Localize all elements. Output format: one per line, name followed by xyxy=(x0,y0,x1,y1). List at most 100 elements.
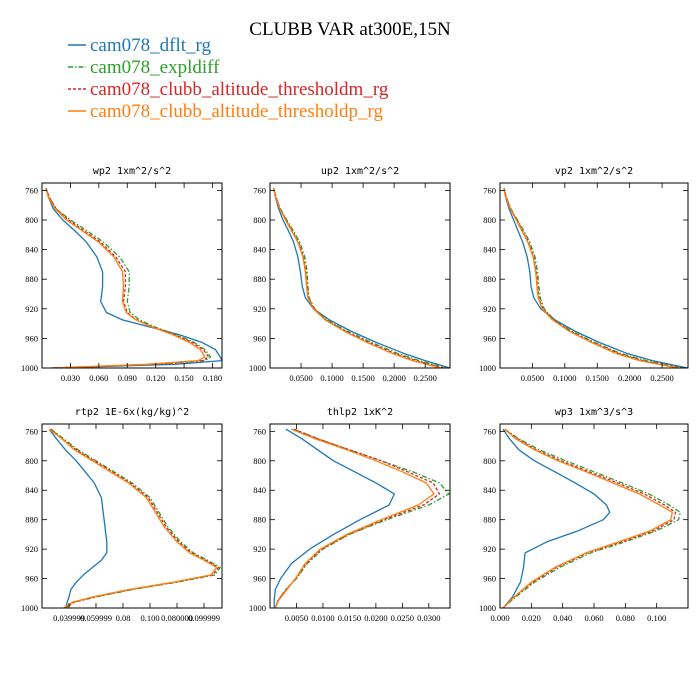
x-tick-label: 0.040 xyxy=(553,613,572,623)
chart-panel: up2 1xm^2/s^2 760 800 840 880 920 960 1000 0.050… xyxy=(249,166,451,383)
panel-title: rtp2 1E-6x(kg/kg)^2 xyxy=(75,407,189,418)
series-line xyxy=(273,188,441,368)
chart-panel: wp2 1xm^2/s^2 760 800 840 880 920 960 1000 0.030… xyxy=(21,166,223,383)
panels: wp2 1xm^2/s^2 760 800 840 880 920 960 1000 0.030… xyxy=(21,166,689,623)
y-tick-label: 760 xyxy=(253,426,266,436)
y-tick-label: 920 xyxy=(25,544,38,554)
panel-title: wp3 1xm^3/s^3 xyxy=(555,407,633,418)
y-tick-label: 760 xyxy=(483,185,496,195)
x-tick-label: 0.150 xyxy=(175,373,194,383)
x-tick-label: 0.1000 xyxy=(320,373,343,383)
panel-title: vp2 1xm^2/s^2 xyxy=(555,166,633,177)
y-tick-label: 840 xyxy=(25,485,38,495)
y-tick-label: 880 xyxy=(253,274,266,284)
panel-title: up2 1xm^2/s^2 xyxy=(321,166,399,177)
series-line xyxy=(273,428,396,608)
series-line xyxy=(50,428,220,608)
y-tick-label: 760 xyxy=(253,185,266,195)
y-tick-label: 1000 xyxy=(249,603,266,613)
chart-panel: vp2 1xm^2/s^2 760 800 840 880 920 960 1000 0.050… xyxy=(479,166,689,383)
x-tick-label: 0.000 xyxy=(490,613,509,623)
series-line xyxy=(502,428,677,608)
y-tick-label: 920 xyxy=(253,304,266,314)
x-tick-label: 0.080 xyxy=(616,613,635,623)
x-tick-label: 0.0200 xyxy=(364,613,387,623)
plot-frame xyxy=(499,423,689,609)
x-tick-label: 0.0500 xyxy=(289,373,312,383)
x-tick-label: 0.090 xyxy=(118,373,137,383)
panel-title: thlp2 1xK^2 xyxy=(327,407,393,418)
x-tick-label: 0.059999 xyxy=(80,613,112,623)
y-tick-label: 800 xyxy=(483,215,496,225)
legend: cam078_dflt_rgcam078_expldiffcam078_club… xyxy=(68,35,389,122)
series-line xyxy=(48,428,108,608)
y-tick-label: 840 xyxy=(253,245,266,255)
x-tick-label: 0.039999 xyxy=(53,613,85,623)
legend-label: cam078_clubb_altitude_thresholdp_rg xyxy=(90,101,384,122)
series-line xyxy=(503,188,685,368)
y-tick-label: 880 xyxy=(25,515,38,525)
x-tick-label: 0.020 xyxy=(522,613,541,623)
series-line xyxy=(503,188,679,368)
y-tick-label: 920 xyxy=(253,544,266,554)
series-line xyxy=(274,428,441,608)
y-tick-label: 760 xyxy=(25,426,38,436)
y-tick-label: 1000 xyxy=(479,603,496,613)
figure-title: CLUBB VAR at300E,15N xyxy=(249,19,451,40)
y-tick-label: 880 xyxy=(25,274,38,284)
series-line xyxy=(45,188,222,368)
series-line xyxy=(45,187,212,368)
x-tick-label: 0.0100 xyxy=(311,613,334,623)
y-tick-label: 840 xyxy=(483,245,496,255)
series-line xyxy=(273,188,450,368)
y-tick-label: 960 xyxy=(25,333,38,343)
y-tick-label: 920 xyxy=(25,304,38,314)
plot-frame xyxy=(499,182,689,369)
y-tick-label: 920 xyxy=(483,544,496,554)
x-tick-label: 0.1500 xyxy=(351,373,374,383)
x-tick-label: 0.0500 xyxy=(521,373,544,383)
y-tick-label: 960 xyxy=(483,333,496,343)
y-tick-label: 1000 xyxy=(479,363,496,373)
x-tick-label: 0.080000 xyxy=(161,613,193,623)
x-tick-label: 0.2500 xyxy=(650,373,673,383)
x-tick-label: 0.030 xyxy=(61,373,80,383)
x-tick-label: 0.08 xyxy=(116,613,131,623)
x-tick-label: 0.0300 xyxy=(417,613,440,623)
y-tick-label: 760 xyxy=(25,185,38,195)
y-tick-label: 960 xyxy=(253,333,266,343)
legend-label: cam078_expldiff xyxy=(90,57,220,78)
x-tick-label: 0.1000 xyxy=(553,373,576,383)
series-line xyxy=(273,188,444,368)
y-tick-label: 800 xyxy=(25,456,38,466)
y-tick-label: 1000 xyxy=(21,603,38,613)
x-tick-label: 0.099999 xyxy=(188,613,220,623)
series-line xyxy=(45,188,206,368)
x-tick-label: 0.1500 xyxy=(586,373,609,383)
chart-panel: rtp2 1E-6x(kg/kg)^2 760 800 840 880 920 960 100… xyxy=(21,407,223,623)
y-tick-label: 1000 xyxy=(21,363,38,373)
plot-frame xyxy=(269,182,451,369)
x-tick-label: 0.060 xyxy=(89,373,108,383)
legend-label: cam078_dflt_rg xyxy=(90,35,212,56)
series-line xyxy=(503,188,688,368)
x-tick-label: 0.100 xyxy=(647,613,666,623)
y-tick-label: 840 xyxy=(253,485,266,495)
x-tick-label: 0.120 xyxy=(146,373,165,383)
legend-label: cam078_clubb_altitude_thresholdm_rg xyxy=(90,79,389,100)
chart-panel: wp3 1xm^3/s^3 760 800 840 880 920 960 10000.000… xyxy=(479,407,689,623)
y-tick-label: 800 xyxy=(483,456,496,466)
series-line xyxy=(273,188,448,368)
x-tick-label: 0.2500 xyxy=(413,373,436,383)
y-tick-label: 800 xyxy=(253,215,266,225)
series-line xyxy=(274,428,435,608)
y-tick-label: 1000 xyxy=(249,363,266,373)
y-tick-label: 800 xyxy=(25,215,38,225)
y-tick-label: 880 xyxy=(483,515,496,525)
series-line xyxy=(502,428,681,608)
x-tick-label: 0.180 xyxy=(203,373,222,383)
y-tick-label: 960 xyxy=(25,574,38,584)
series-line xyxy=(45,187,210,368)
